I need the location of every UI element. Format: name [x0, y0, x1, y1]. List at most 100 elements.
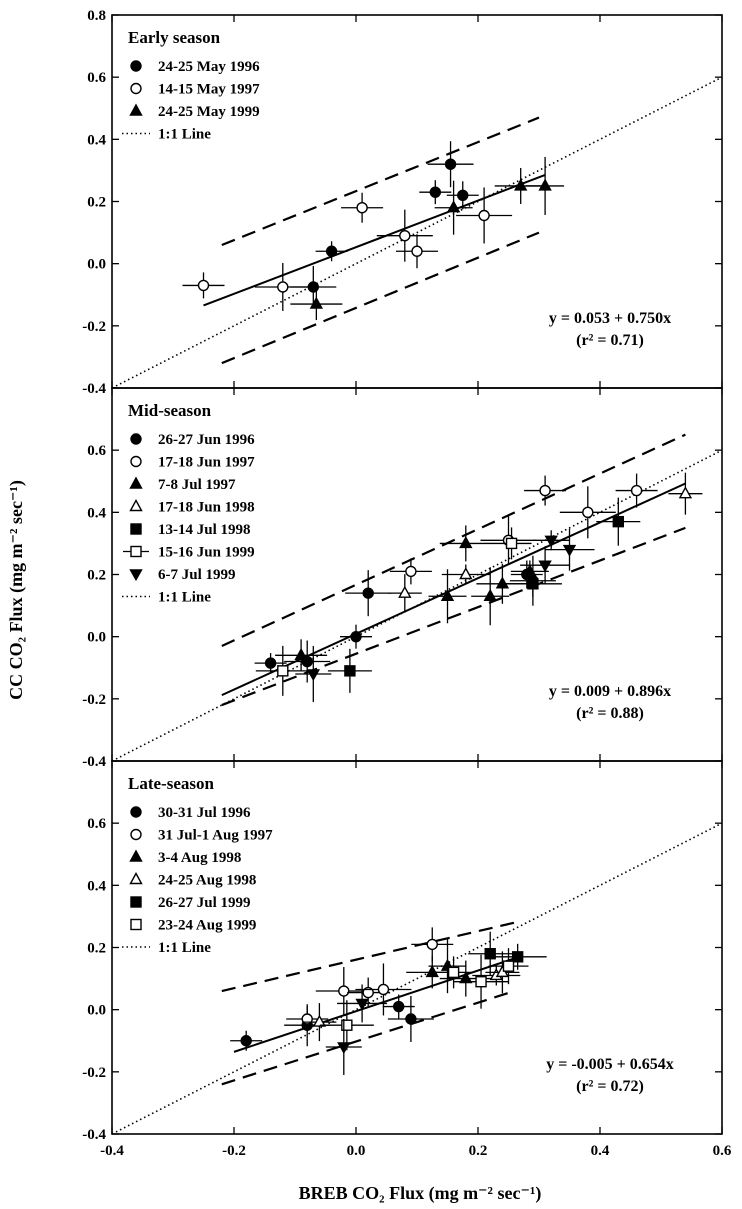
data-point: [362, 587, 374, 599]
legend-marker: [129, 569, 143, 582]
data-point: [277, 665, 289, 677]
y-tick-label: 0.0: [87, 1003, 106, 1019]
legend-marker: [130, 896, 142, 908]
legend-marker: [130, 523, 142, 535]
plot-area: [112, 822, 722, 1134]
legend-label: 7-8 Jul 1997: [158, 477, 236, 493]
legend-label: 3-4 Aug 1998: [158, 850, 241, 866]
y-tick-label: 0.4: [87, 132, 106, 148]
panel-title: Early season: [128, 28, 221, 47]
data-point: [478, 209, 490, 222]
data-point: [457, 189, 469, 201]
y-tick-label: -0.4: [82, 1127, 106, 1143]
data-point: [444, 158, 457, 170]
legend-label: 15-16 Jun 1999: [158, 545, 255, 561]
legend-label: 30-31 Jul 1996: [158, 805, 251, 821]
x-axis-label: BREB CO₂ Flux (mg m⁻² sec⁻¹): [299, 1183, 542, 1204]
data-point: [344, 665, 356, 677]
legend: 26-27 Jun 1996 17-18 Jun 1997 7-8 Jul 1997…: [122, 432, 255, 606]
legend-label: 17-18 Jun 1998: [158, 500, 255, 516]
panel-title: Late-season: [128, 774, 214, 793]
confidence-band-1: [221, 116, 540, 247]
data-point: [240, 1035, 252, 1047]
data-point: [399, 229, 411, 242]
legend-label: 24-25 Aug 1998: [158, 873, 256, 889]
x-tick-label: -0.2: [222, 1143, 246, 1159]
legend-marker: [130, 545, 142, 558]
data-point: [309, 296, 324, 309]
legend-label: 24-25 May 1999: [158, 104, 260, 120]
y-tick-label: 0.8: [87, 8, 106, 24]
y-tick-label: 0.4: [87, 878, 106, 894]
legend-label: 14-15 May 1997: [158, 82, 260, 98]
r-squared: (r² = 0.72): [576, 1078, 644, 1095]
data-point: [325, 245, 338, 257]
x-tick-label: 0.0: [347, 1143, 366, 1159]
x-tick-label: 0.6: [713, 1143, 732, 1159]
one-to-one-line: [112, 822, 722, 1134]
legend-label: 13-14 Jul 1998: [158, 522, 251, 538]
data-point: [429, 186, 441, 198]
data-point: [539, 484, 551, 497]
data-point: [495, 576, 510, 589]
legend-marker: [129, 476, 143, 489]
data-point: [277, 281, 289, 293]
legend-marker: [130, 806, 142, 818]
confidence-band-1: [221, 433, 686, 647]
panel-title: Mid-season: [128, 401, 212, 420]
legend-marker: [130, 433, 142, 445]
legend: 30-31 Jul 1996 31 Jul-1 Aug 1997 3-4 Aug 1…: [122, 805, 273, 956]
legend-label: 1:1 Line: [158, 590, 211, 606]
data-point: [312, 1014, 327, 1027]
data-point: [393, 1000, 405, 1013]
regression-line: [233, 955, 522, 1053]
x-tick-label: 0.4: [591, 1143, 610, 1159]
y-tick-label: 0.6: [87, 70, 106, 86]
y-tick-label: 0.6: [87, 443, 106, 459]
legend-label: 17-18 Jun 1997: [158, 455, 255, 471]
data-point: [338, 985, 350, 997]
panel-3: -0.4 -0.2 0.0 0.2 0.4 0.6 -0.4 -0.2 0.0 0.2 0.4 0.6…: [82, 760, 732, 1159]
data-point: [341, 1019, 353, 1031]
data-point: [514, 178, 528, 191]
data-point: [459, 567, 473, 580]
r-squared: (r² = 0.88): [576, 705, 644, 722]
y-axis-label: CC CO₂ Flux (mg m⁻² sec⁻¹): [6, 480, 27, 700]
y-tick-label: 0.2: [87, 195, 106, 211]
data-point: [475, 975, 487, 988]
data-point: [398, 585, 412, 598]
data-point: [355, 998, 369, 1011]
legend-label: 1:1 Line: [158, 940, 211, 956]
data-point: [678, 486, 693, 499]
data-point: [484, 948, 496, 960]
one-to-one-line: [112, 76, 722, 388]
y-tick-label: 0.6: [87, 816, 106, 832]
data-point: [377, 983, 390, 996]
legend-marker: [129, 499, 143, 512]
data-point: [582, 506, 594, 519]
data-point: [538, 560, 552, 573]
y-tick-label: 0.4: [87, 505, 106, 521]
legend-marker: [130, 828, 142, 841]
data-point: [264, 657, 277, 669]
regression-equation: y = -0.005 + 0.654x: [546, 1056, 674, 1073]
confidence-band-2: [221, 231, 540, 365]
legend-label: 23-24 Aug 1999: [158, 918, 256, 934]
legend-marker: [130, 82, 142, 95]
y-tick-label: -0.4: [82, 381, 106, 397]
data-point: [527, 578, 539, 590]
x-tick-label: -0.4: [100, 1143, 124, 1159]
confidence-band-2: [221, 526, 686, 707]
data-point: [411, 245, 423, 257]
data-point: [440, 588, 455, 601]
legend-label: 24-25 May 1996: [158, 59, 260, 75]
y-tick-label: 0.2: [87, 568, 106, 584]
data-point: [562, 544, 577, 557]
plot-area: [112, 433, 722, 761]
y-tick-label: 0.0: [87, 630, 106, 646]
panel-1: -0.4 -0.2 0.0 0.2 0.4 0.6 0.8 Early season 24-25…: [82, 8, 723, 397]
data-point: [511, 951, 524, 963]
regression-line: [221, 482, 686, 697]
plot-area: [112, 76, 722, 388]
